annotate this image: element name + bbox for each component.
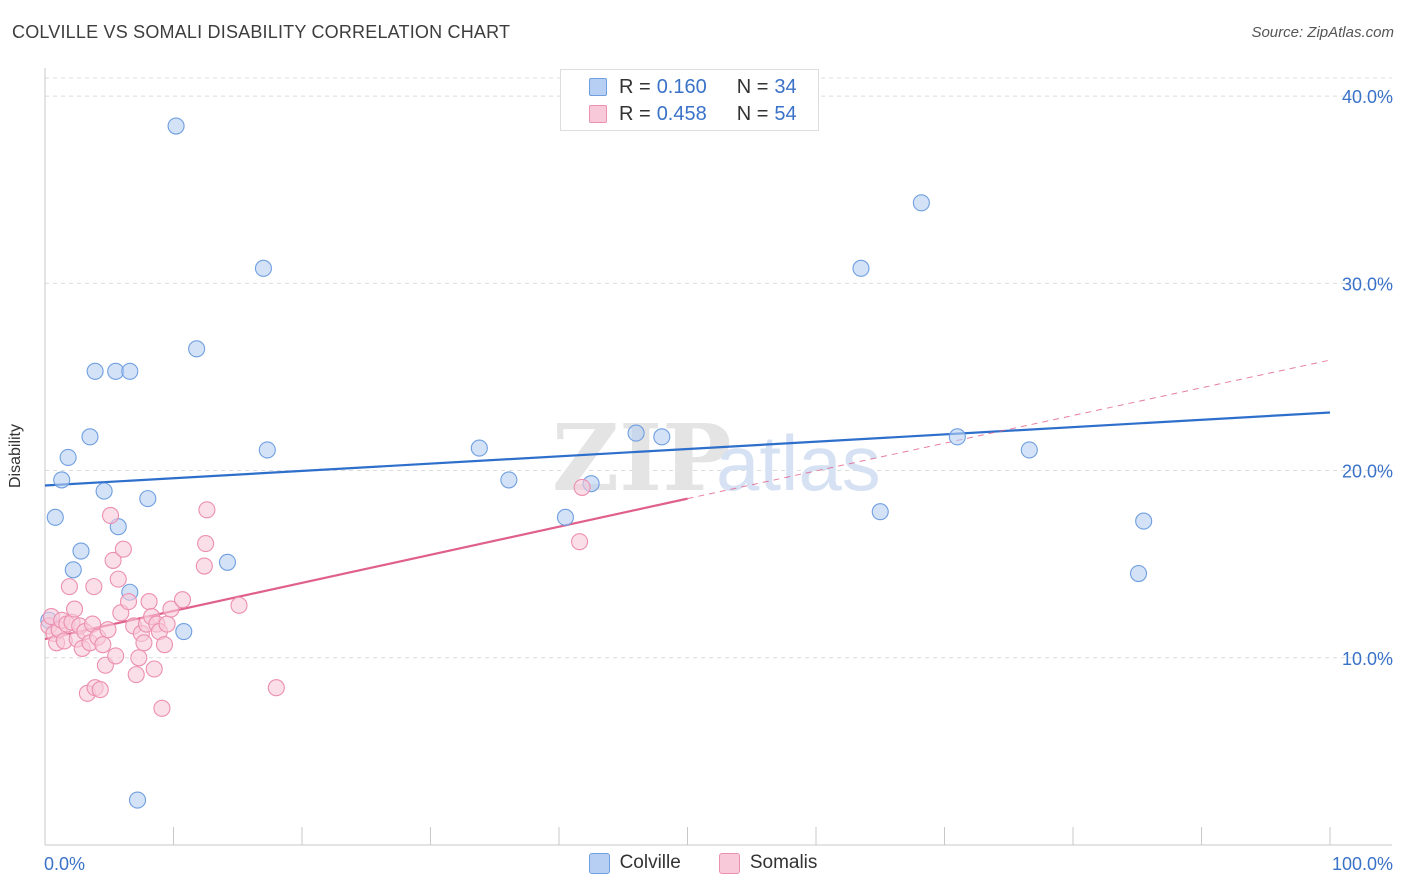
r-label: R = — [619, 102, 651, 125]
r-value: 0.458 — [656, 102, 707, 125]
point-somalis — [153, 699, 171, 717]
somalis-swatch — [718, 852, 740, 874]
point-colville — [627, 424, 645, 442]
point-colville — [912, 194, 930, 212]
point-colville — [1020, 441, 1038, 459]
point-colville — [81, 428, 99, 446]
point-somalis — [197, 535, 215, 553]
point-colville — [121, 362, 139, 380]
point-colville — [95, 482, 113, 500]
point-somalis — [99, 621, 117, 639]
point-colville — [139, 490, 157, 508]
point-somalis — [101, 506, 120, 525]
point-colville — [1135, 512, 1153, 530]
point-somalis — [135, 634, 153, 652]
r-label: R = — [619, 75, 651, 98]
point-somalis — [267, 679, 285, 697]
point-somalis — [94, 636, 112, 654]
watermark-atlas: atlas — [716, 419, 881, 507]
point-somalis — [571, 533, 589, 551]
point-colville — [871, 503, 889, 521]
series-legend: Colville Somalis — [0, 852, 1406, 874]
legend-item-colville[interactable]: Colville — [588, 852, 681, 874]
point-somalis — [230, 596, 248, 614]
point-colville — [167, 117, 185, 135]
point-colville — [470, 439, 488, 457]
point-somalis — [573, 478, 591, 496]
point-somalis — [91, 681, 109, 699]
watermark-zip: ZIP — [552, 404, 731, 512]
point-somalis — [195, 557, 213, 575]
point-somalis — [114, 540, 132, 558]
stats-legend: R = 0.160 N = 34 R = 0.458 N = 54 — [560, 69, 819, 131]
point-colville — [218, 553, 237, 571]
point-somalis — [162, 600, 180, 618]
trend-line-colville — [44, 411, 1331, 487]
point-somalis — [109, 570, 127, 588]
axes — [44, 68, 1392, 846]
point-somalis — [158, 615, 176, 633]
n-value: 54 — [774, 102, 797, 125]
point-colville — [948, 428, 966, 446]
point-colville — [653, 428, 671, 446]
y-tick-label: 30.0% — [1342, 274, 1393, 294]
y-axis-label: Disability — [7, 423, 24, 489]
y-tick-label: 40.0% — [1342, 87, 1393, 107]
point-colville — [64, 561, 82, 579]
point-somalis — [85, 578, 103, 596]
point-somalis — [107, 647, 125, 665]
r-value: 0.160 — [656, 75, 707, 98]
n-label: N = — [736, 75, 769, 98]
point-colville — [852, 259, 870, 277]
point-somalis — [155, 636, 174, 654]
point-colville — [258, 441, 276, 459]
point-somalis — [66, 600, 84, 618]
point-somalis — [127, 666, 145, 684]
point-somalis — [104, 551, 122, 569]
point-somalis — [140, 593, 158, 611]
point-colville — [188, 340, 206, 358]
legend-label: Somalis — [749, 852, 818, 873]
point-colville — [556, 508, 574, 526]
point-somalis — [60, 578, 78, 596]
point-colville — [59, 448, 77, 466]
point-colville — [72, 542, 90, 560]
point-colville — [1129, 564, 1148, 583]
point-colville — [46, 508, 64, 526]
y-tick-label: 10.0% — [1342, 649, 1393, 669]
point-somalis — [173, 591, 192, 609]
x-tick-label-end: 100.0% — [1332, 854, 1393, 874]
point-somalis — [145, 660, 163, 678]
point-colville — [254, 259, 273, 277]
point-somalis — [198, 501, 216, 519]
n-label: N = — [736, 102, 769, 125]
n-value: 34 — [774, 75, 797, 98]
y-tick-label: 20.0% — [1342, 462, 1393, 482]
point-colville — [53, 471, 71, 489]
point-colville — [128, 791, 147, 809]
point-somalis — [119, 593, 138, 611]
tick-labels: 10.0% 20.0% 30.0% 40.0% 0.0% 100.0% — [44, 87, 1393, 874]
source-credit: Source: ZipAtlas.com — [1251, 24, 1394, 41]
stats-row-colville: R = 0.160 N = 34 — [561, 74, 797, 100]
colville-swatch — [588, 852, 610, 874]
point-colville — [175, 623, 193, 641]
legend-item-somalis[interactable]: Somalis — [718, 852, 818, 874]
chart-title: COLVILLE VS SOMALI DISABILITY CORRELATIO… — [12, 22, 511, 42]
grid-lines — [45, 77, 1392, 659]
point-colville — [500, 471, 518, 489]
data-points — [40, 117, 1153, 809]
point-somalis — [130, 649, 148, 667]
stats-row-somalis: R = 0.458 N = 54 — [561, 101, 797, 127]
somalis-swatch — [589, 105, 607, 123]
legend-label: Colville — [619, 852, 681, 873]
point-colville — [86, 362, 104, 380]
colville-swatch — [589, 78, 607, 96]
x-tick-label-start: 0.0% — [44, 854, 85, 874]
